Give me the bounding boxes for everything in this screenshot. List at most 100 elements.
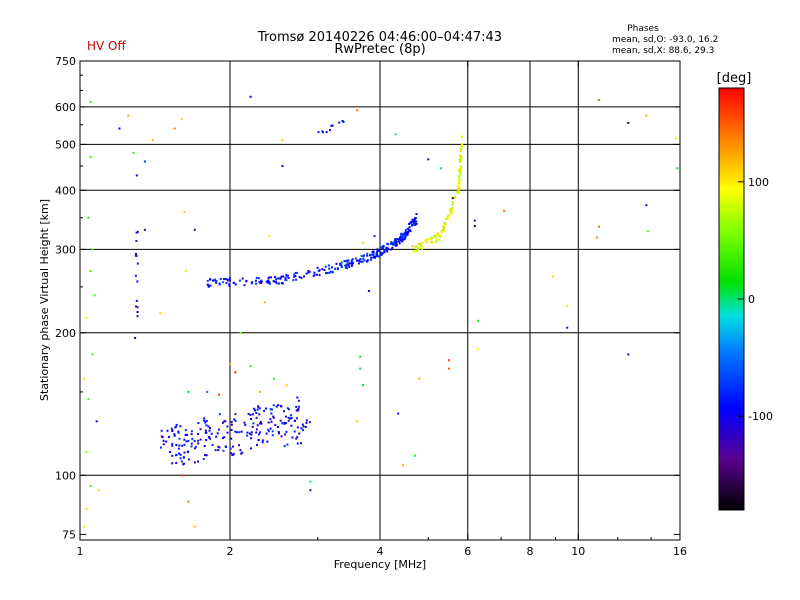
data-point bbox=[272, 404, 275, 407]
data-point bbox=[267, 421, 270, 424]
data-point bbox=[436, 232, 439, 235]
data-point bbox=[256, 408, 259, 411]
data-point bbox=[382, 245, 385, 248]
data-point bbox=[359, 258, 362, 261]
data-point bbox=[296, 417, 298, 420]
data-point bbox=[234, 419, 237, 422]
data-point bbox=[350, 261, 353, 264]
data-point bbox=[205, 431, 208, 434]
data-point bbox=[230, 429, 233, 431]
data-point bbox=[226, 431, 229, 434]
hv-status: HV Off bbox=[87, 39, 126, 53]
data-point bbox=[452, 201, 455, 204]
data-point bbox=[207, 284, 210, 287]
data-point bbox=[250, 447, 252, 450]
data-point bbox=[280, 435, 283, 438]
data-point bbox=[323, 269, 326, 271]
colorbar-tick-label: -100 bbox=[748, 410, 773, 423]
data-point bbox=[326, 271, 329, 274]
data-point bbox=[208, 429, 211, 432]
data-point bbox=[413, 454, 416, 457]
data-point bbox=[375, 254, 378, 257]
data-point bbox=[196, 460, 199, 463]
x-tick-label: 2 bbox=[227, 545, 234, 558]
data-point bbox=[301, 423, 304, 426]
data-point bbox=[194, 447, 197, 450]
colorbar-label: [deg] bbox=[717, 71, 752, 86]
data-point bbox=[443, 226, 446, 229]
data-point bbox=[395, 243, 398, 246]
data-point bbox=[234, 430, 237, 433]
data-point bbox=[300, 427, 303, 430]
data-point bbox=[448, 213, 451, 216]
data-point bbox=[307, 270, 310, 272]
data-point bbox=[403, 238, 406, 241]
data-point bbox=[222, 437, 224, 439]
chart-title: Tromsø 20140226 04:46:00–04:47:43 bbox=[257, 30, 502, 45]
data-point bbox=[408, 226, 411, 229]
x-tick-label: 6 bbox=[464, 545, 471, 558]
data-point bbox=[127, 114, 130, 117]
data-point bbox=[222, 421, 224, 424]
data-point bbox=[356, 420, 359, 423]
data-point bbox=[459, 169, 462, 172]
data-point bbox=[459, 166, 462, 169]
data-point bbox=[217, 428, 220, 431]
data-point bbox=[270, 408, 273, 411]
data-point bbox=[415, 249, 418, 252]
data-point bbox=[254, 409, 256, 412]
data-point bbox=[249, 365, 252, 368]
data-point bbox=[318, 269, 321, 272]
data-point bbox=[215, 435, 218, 438]
data-point bbox=[134, 274, 137, 277]
data-point bbox=[136, 306, 139, 309]
data-point bbox=[432, 234, 435, 237]
data-point bbox=[175, 423, 178, 426]
data-point bbox=[170, 427, 173, 430]
data-point bbox=[421, 241, 424, 244]
data-point bbox=[136, 280, 139, 283]
data-point bbox=[204, 454, 207, 456]
data-point bbox=[257, 277, 260, 280]
data-point bbox=[136, 230, 139, 233]
data-point bbox=[458, 159, 461, 161]
data-point bbox=[280, 282, 283, 284]
data-point bbox=[232, 445, 234, 448]
data-point bbox=[292, 279, 295, 282]
data-point bbox=[235, 431, 238, 434]
phase-colorbar: [deg] -100 0 100 bbox=[717, 71, 773, 511]
data-point bbox=[135, 174, 138, 177]
data-point bbox=[222, 281, 225, 284]
data-point bbox=[366, 260, 369, 263]
data-point bbox=[460, 157, 463, 160]
data-point bbox=[627, 121, 630, 124]
data-point bbox=[277, 277, 280, 280]
data-point bbox=[421, 247, 423, 250]
data-point bbox=[165, 440, 168, 443]
data-point bbox=[214, 279, 217, 282]
data-point bbox=[217, 445, 220, 448]
data-point bbox=[281, 422, 284, 425]
data-point bbox=[459, 149, 462, 152]
data-point bbox=[566, 326, 569, 329]
data-point bbox=[450, 207, 453, 210]
data-point bbox=[308, 421, 311, 424]
data-point bbox=[370, 253, 373, 256]
data-point bbox=[383, 251, 386, 254]
grid bbox=[80, 61, 680, 540]
data-point bbox=[239, 331, 242, 334]
data-point bbox=[250, 282, 253, 285]
data-point bbox=[325, 131, 328, 134]
data-point bbox=[285, 422, 288, 425]
data-point bbox=[676, 167, 679, 170]
data-point bbox=[460, 155, 463, 158]
data-point bbox=[175, 444, 178, 446]
data-point bbox=[458, 160, 461, 163]
data-point bbox=[223, 436, 226, 439]
data-point bbox=[595, 236, 598, 239]
data-point bbox=[180, 474, 183, 477]
data-point bbox=[229, 447, 232, 450]
data-point bbox=[387, 247, 390, 250]
data-point bbox=[215, 282, 218, 284]
data-point bbox=[267, 428, 270, 431]
